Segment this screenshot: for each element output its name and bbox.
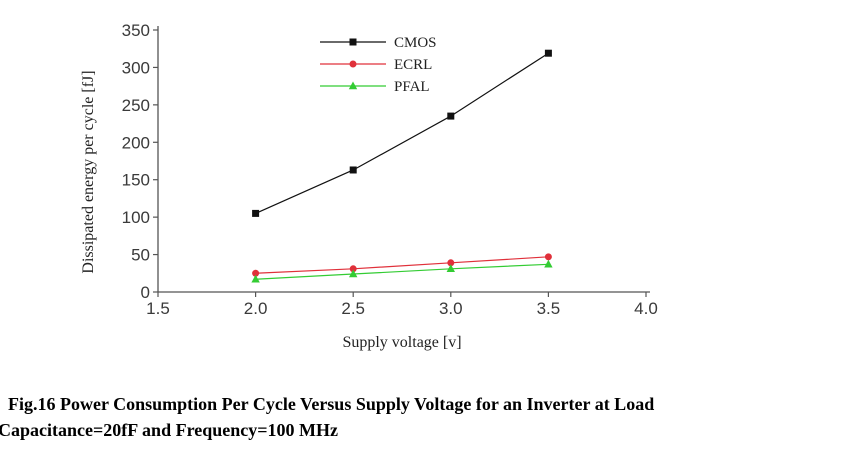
data-point-ecrl xyxy=(447,259,455,267)
x-axis-label: Supply voltage [v] xyxy=(342,334,461,351)
legend-marker-ecrl xyxy=(349,60,357,68)
x-axis-ticks: 1.5 2.0 2.5 3.0 3.5 4.0 xyxy=(146,292,658,318)
y-tick-label: 50 xyxy=(131,246,150,265)
series-pfal xyxy=(251,259,553,283)
y-axis-ticks: 0 50 100 150 200 250 300 350 xyxy=(122,21,158,302)
y-tick-label: 200 xyxy=(122,133,150,152)
chart: 1.5 2.0 2.5 3.0 3.5 4.0 0 50 100 150 200 250 300 350… xyxy=(80,21,658,351)
legend-label-ecrl: ECRL xyxy=(394,57,432,73)
data-point-cmos xyxy=(544,49,552,57)
y-tick-label: 250 xyxy=(122,96,150,115)
legend-label-cmos: CMOS xyxy=(394,35,437,51)
series-line-ecrl xyxy=(255,256,549,274)
legend-marker-pfal xyxy=(348,81,358,90)
legend: CMOS ECRL PFAL xyxy=(320,35,437,95)
data-point-cmos xyxy=(252,209,260,217)
data-point-pfal xyxy=(349,269,358,278)
series-line-cmos xyxy=(255,52,549,214)
series-line-pfal xyxy=(255,263,549,280)
axes xyxy=(157,26,650,293)
legend-item-pfal: PFAL xyxy=(320,79,430,95)
data-point-pfal xyxy=(446,264,455,272)
x-tick-label: 3.0 xyxy=(439,299,463,318)
data-point-ecrl xyxy=(544,253,552,261)
legend-label-pfal: PFAL xyxy=(394,79,430,95)
series-cmos xyxy=(252,49,552,217)
y-tick-label: 150 xyxy=(122,171,150,190)
y-tick-label: 350 xyxy=(122,21,150,40)
data-point-cmos xyxy=(349,166,357,174)
y-tick-label: 300 xyxy=(122,58,150,77)
data-point-cmos xyxy=(447,112,455,120)
x-tick-label: 2.5 xyxy=(341,299,365,318)
x-tick-label: 2.0 xyxy=(244,299,268,318)
data-point-pfal xyxy=(251,274,260,283)
legend-marker-cmos xyxy=(349,38,357,46)
x-tick-label: 1.5 xyxy=(146,299,170,318)
series-ecrl xyxy=(252,253,552,277)
data-point-ecrl xyxy=(349,265,357,273)
legend-item-ecrl: ECRL xyxy=(320,57,432,73)
data-point-pfal xyxy=(544,259,553,268)
y-tick-label: 100 xyxy=(122,208,150,227)
figure-caption-line-1: Fig.16 Power Consumption Per Cycle Versu… xyxy=(8,394,655,414)
legend-item-cmos: CMOS xyxy=(320,35,437,51)
y-axis-label: Dissipated energy per cycle [fJ] xyxy=(80,70,97,273)
data-point-ecrl xyxy=(252,269,260,277)
x-tick-label: 4.0 xyxy=(634,299,658,318)
x-tick-label: 3.5 xyxy=(537,299,561,318)
series-lines xyxy=(251,49,553,283)
y-tick-label: 0 xyxy=(141,283,150,302)
figure-caption-line-2: Capacitance=20fF and Frequency=100 MHz xyxy=(0,420,338,440)
